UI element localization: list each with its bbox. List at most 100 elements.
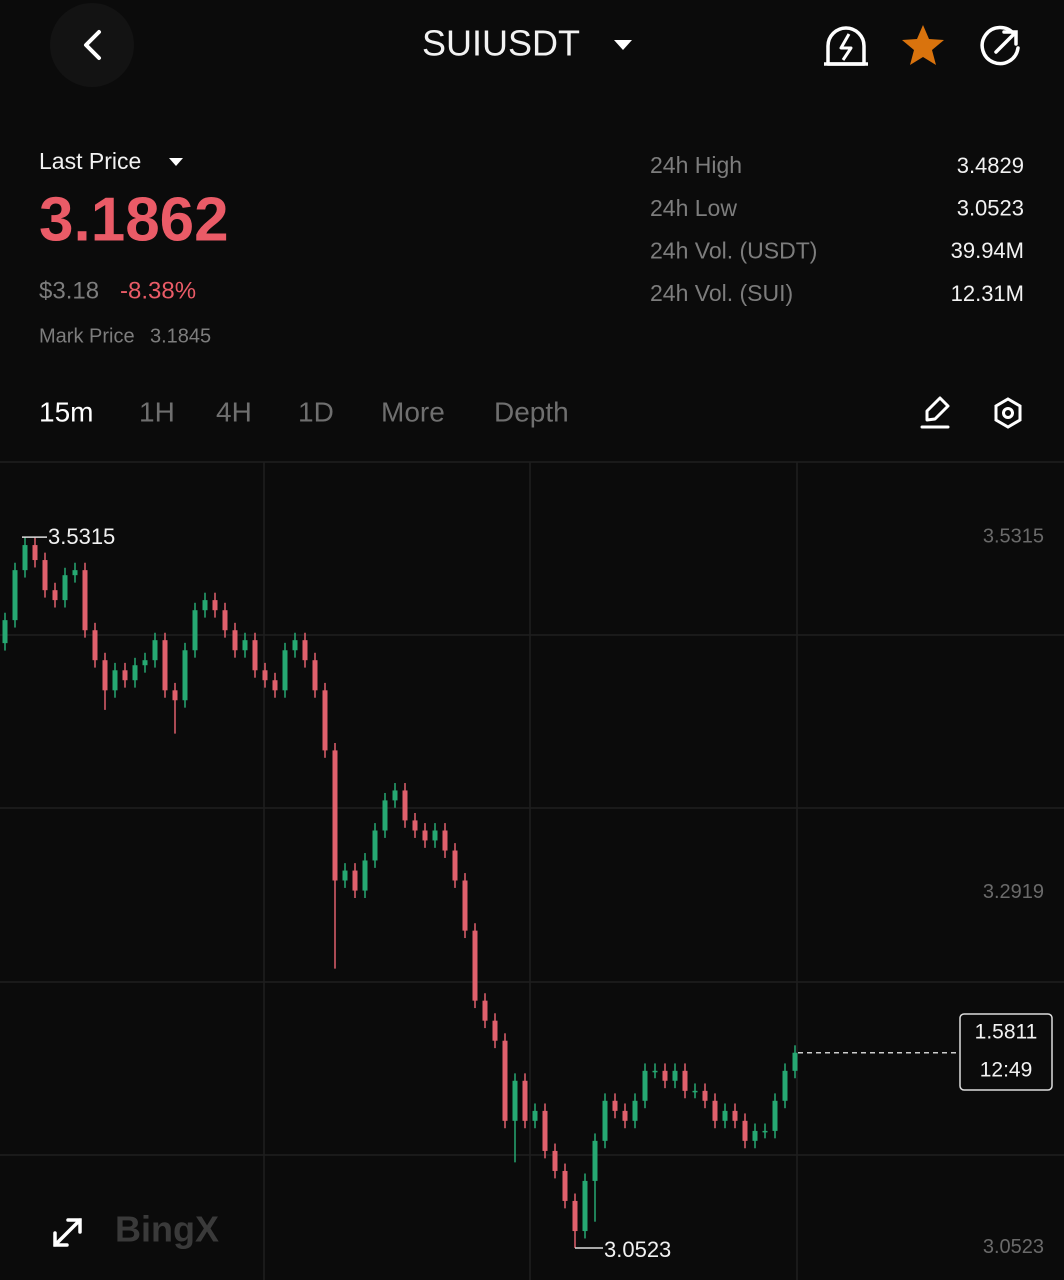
last-price-label: Last Price bbox=[39, 148, 141, 174]
y-tick-label: 3.0523 bbox=[983, 1236, 1044, 1258]
candle-body bbox=[562, 1170, 568, 1201]
candle-body bbox=[122, 670, 128, 681]
y-tick-label: 3.2919 bbox=[983, 881, 1044, 903]
candle-body bbox=[762, 1130, 768, 1133]
candle-body bbox=[472, 930, 478, 1001]
timeframe-tab[interactable]: 1D bbox=[298, 396, 334, 427]
candle-body bbox=[302, 640, 308, 661]
candle-body bbox=[82, 570, 88, 631]
stat-value: 39.94M bbox=[951, 238, 1024, 263]
candle-body bbox=[532, 1110, 538, 1121]
candle-body bbox=[272, 680, 278, 691]
candle-body bbox=[92, 630, 98, 661]
candle-body bbox=[42, 560, 48, 591]
candle-body bbox=[782, 1070, 788, 1101]
timeframe-tab[interactable]: 4H bbox=[216, 396, 252, 427]
candle-body bbox=[512, 1080, 518, 1121]
price-change: -8.38% bbox=[120, 277, 196, 304]
candle-body bbox=[412, 820, 418, 831]
symbol-selector[interactable]: SUIUSDT bbox=[422, 23, 632, 64]
stat-value: 12.31M bbox=[951, 281, 1024, 306]
candle-body bbox=[32, 545, 38, 561]
draw-icon[interactable] bbox=[920, 396, 950, 429]
min-label: 3.0523 bbox=[604, 1237, 671, 1262]
candle-body bbox=[392, 790, 398, 801]
settings-icon[interactable] bbox=[994, 397, 1022, 429]
candle-body bbox=[612, 1100, 618, 1111]
y-tick-label: 3.5315 bbox=[983, 525, 1044, 547]
candle-body bbox=[262, 670, 268, 681]
timeframe-tab[interactable]: Depth bbox=[494, 396, 569, 427]
candle-body bbox=[652, 1070, 658, 1073]
fullscreen-icon[interactable] bbox=[53, 1218, 82, 1247]
candle-body bbox=[332, 750, 338, 881]
candle-body bbox=[422, 830, 428, 841]
candle-body bbox=[632, 1100, 638, 1121]
last-price: 3.1862 bbox=[39, 185, 229, 254]
stat-label: 24h Vol. (SUI) bbox=[650, 280, 793, 306]
favorite-icon[interactable] bbox=[902, 25, 944, 65]
candle-body bbox=[202, 600, 208, 611]
candle-body bbox=[22, 545, 28, 571]
candle-body bbox=[642, 1070, 648, 1101]
candle-body bbox=[342, 870, 348, 881]
candle-body bbox=[312, 660, 318, 691]
mark-price-label: Mark Price bbox=[39, 325, 135, 347]
candle-body bbox=[602, 1100, 608, 1141]
candle-body bbox=[102, 660, 108, 691]
candle-body bbox=[362, 860, 368, 891]
price-box-countdown: 12:49 bbox=[980, 1059, 1033, 1082]
usd-price: $3.18 bbox=[39, 277, 99, 304]
candle-body bbox=[572, 1200, 578, 1232]
stat-label: 24h Low bbox=[650, 195, 737, 221]
candle-body bbox=[492, 1020, 498, 1041]
candle-body bbox=[132, 665, 138, 681]
timeframe-tab[interactable]: 15m bbox=[39, 396, 93, 427]
candle-body bbox=[222, 610, 228, 631]
candle-body bbox=[552, 1150, 558, 1171]
candle-body bbox=[442, 830, 448, 851]
timeframe-tab[interactable]: 1H bbox=[139, 396, 175, 427]
alert-icon[interactable] bbox=[824, 26, 868, 66]
candle-body bbox=[692, 1090, 698, 1093]
candle-body bbox=[112, 670, 118, 691]
grid bbox=[0, 462, 1064, 1280]
watermark: BingX bbox=[115, 1209, 219, 1250]
candle-body bbox=[732, 1110, 738, 1121]
candle-body bbox=[252, 640, 258, 671]
timeframe-tab[interactable]: More bbox=[381, 396, 445, 427]
candle-body bbox=[12, 570, 18, 621]
candle-body bbox=[2, 620, 8, 644]
stat-label: 24h High bbox=[650, 152, 742, 178]
max-label: 3.5315 bbox=[48, 524, 115, 549]
candle-body bbox=[52, 590, 58, 601]
candle-body bbox=[62, 575, 68, 601]
candle-body bbox=[792, 1052, 798, 1071]
candle-body bbox=[542, 1110, 548, 1151]
candle-body bbox=[162, 640, 168, 691]
candle-body bbox=[382, 800, 388, 831]
candle-body bbox=[712, 1100, 718, 1121]
last-price-selector[interactable]: Last Price bbox=[39, 148, 183, 174]
share-icon[interactable] bbox=[980, 25, 1020, 66]
candle-body bbox=[182, 650, 188, 701]
stat-value: 3.0523 bbox=[957, 196, 1024, 221]
candle-body bbox=[702, 1090, 708, 1101]
candle-body bbox=[212, 600, 218, 611]
candle-body bbox=[582, 1180, 588, 1232]
stat-label: 24h Vol. (USDT) bbox=[650, 237, 817, 263]
candle-body bbox=[722, 1110, 728, 1121]
candle-body bbox=[452, 850, 458, 881]
candle-body bbox=[72, 570, 78, 576]
candle-body bbox=[462, 880, 468, 931]
candle-body bbox=[322, 690, 328, 751]
back-button[interactable] bbox=[50, 3, 134, 87]
candle-body bbox=[482, 1000, 488, 1021]
candle-body bbox=[142, 660, 148, 666]
candle-body bbox=[292, 640, 298, 651]
candle-body bbox=[432, 830, 438, 841]
price-box-price: 1.5811 bbox=[975, 1021, 1038, 1044]
candle-body bbox=[682, 1070, 688, 1091]
